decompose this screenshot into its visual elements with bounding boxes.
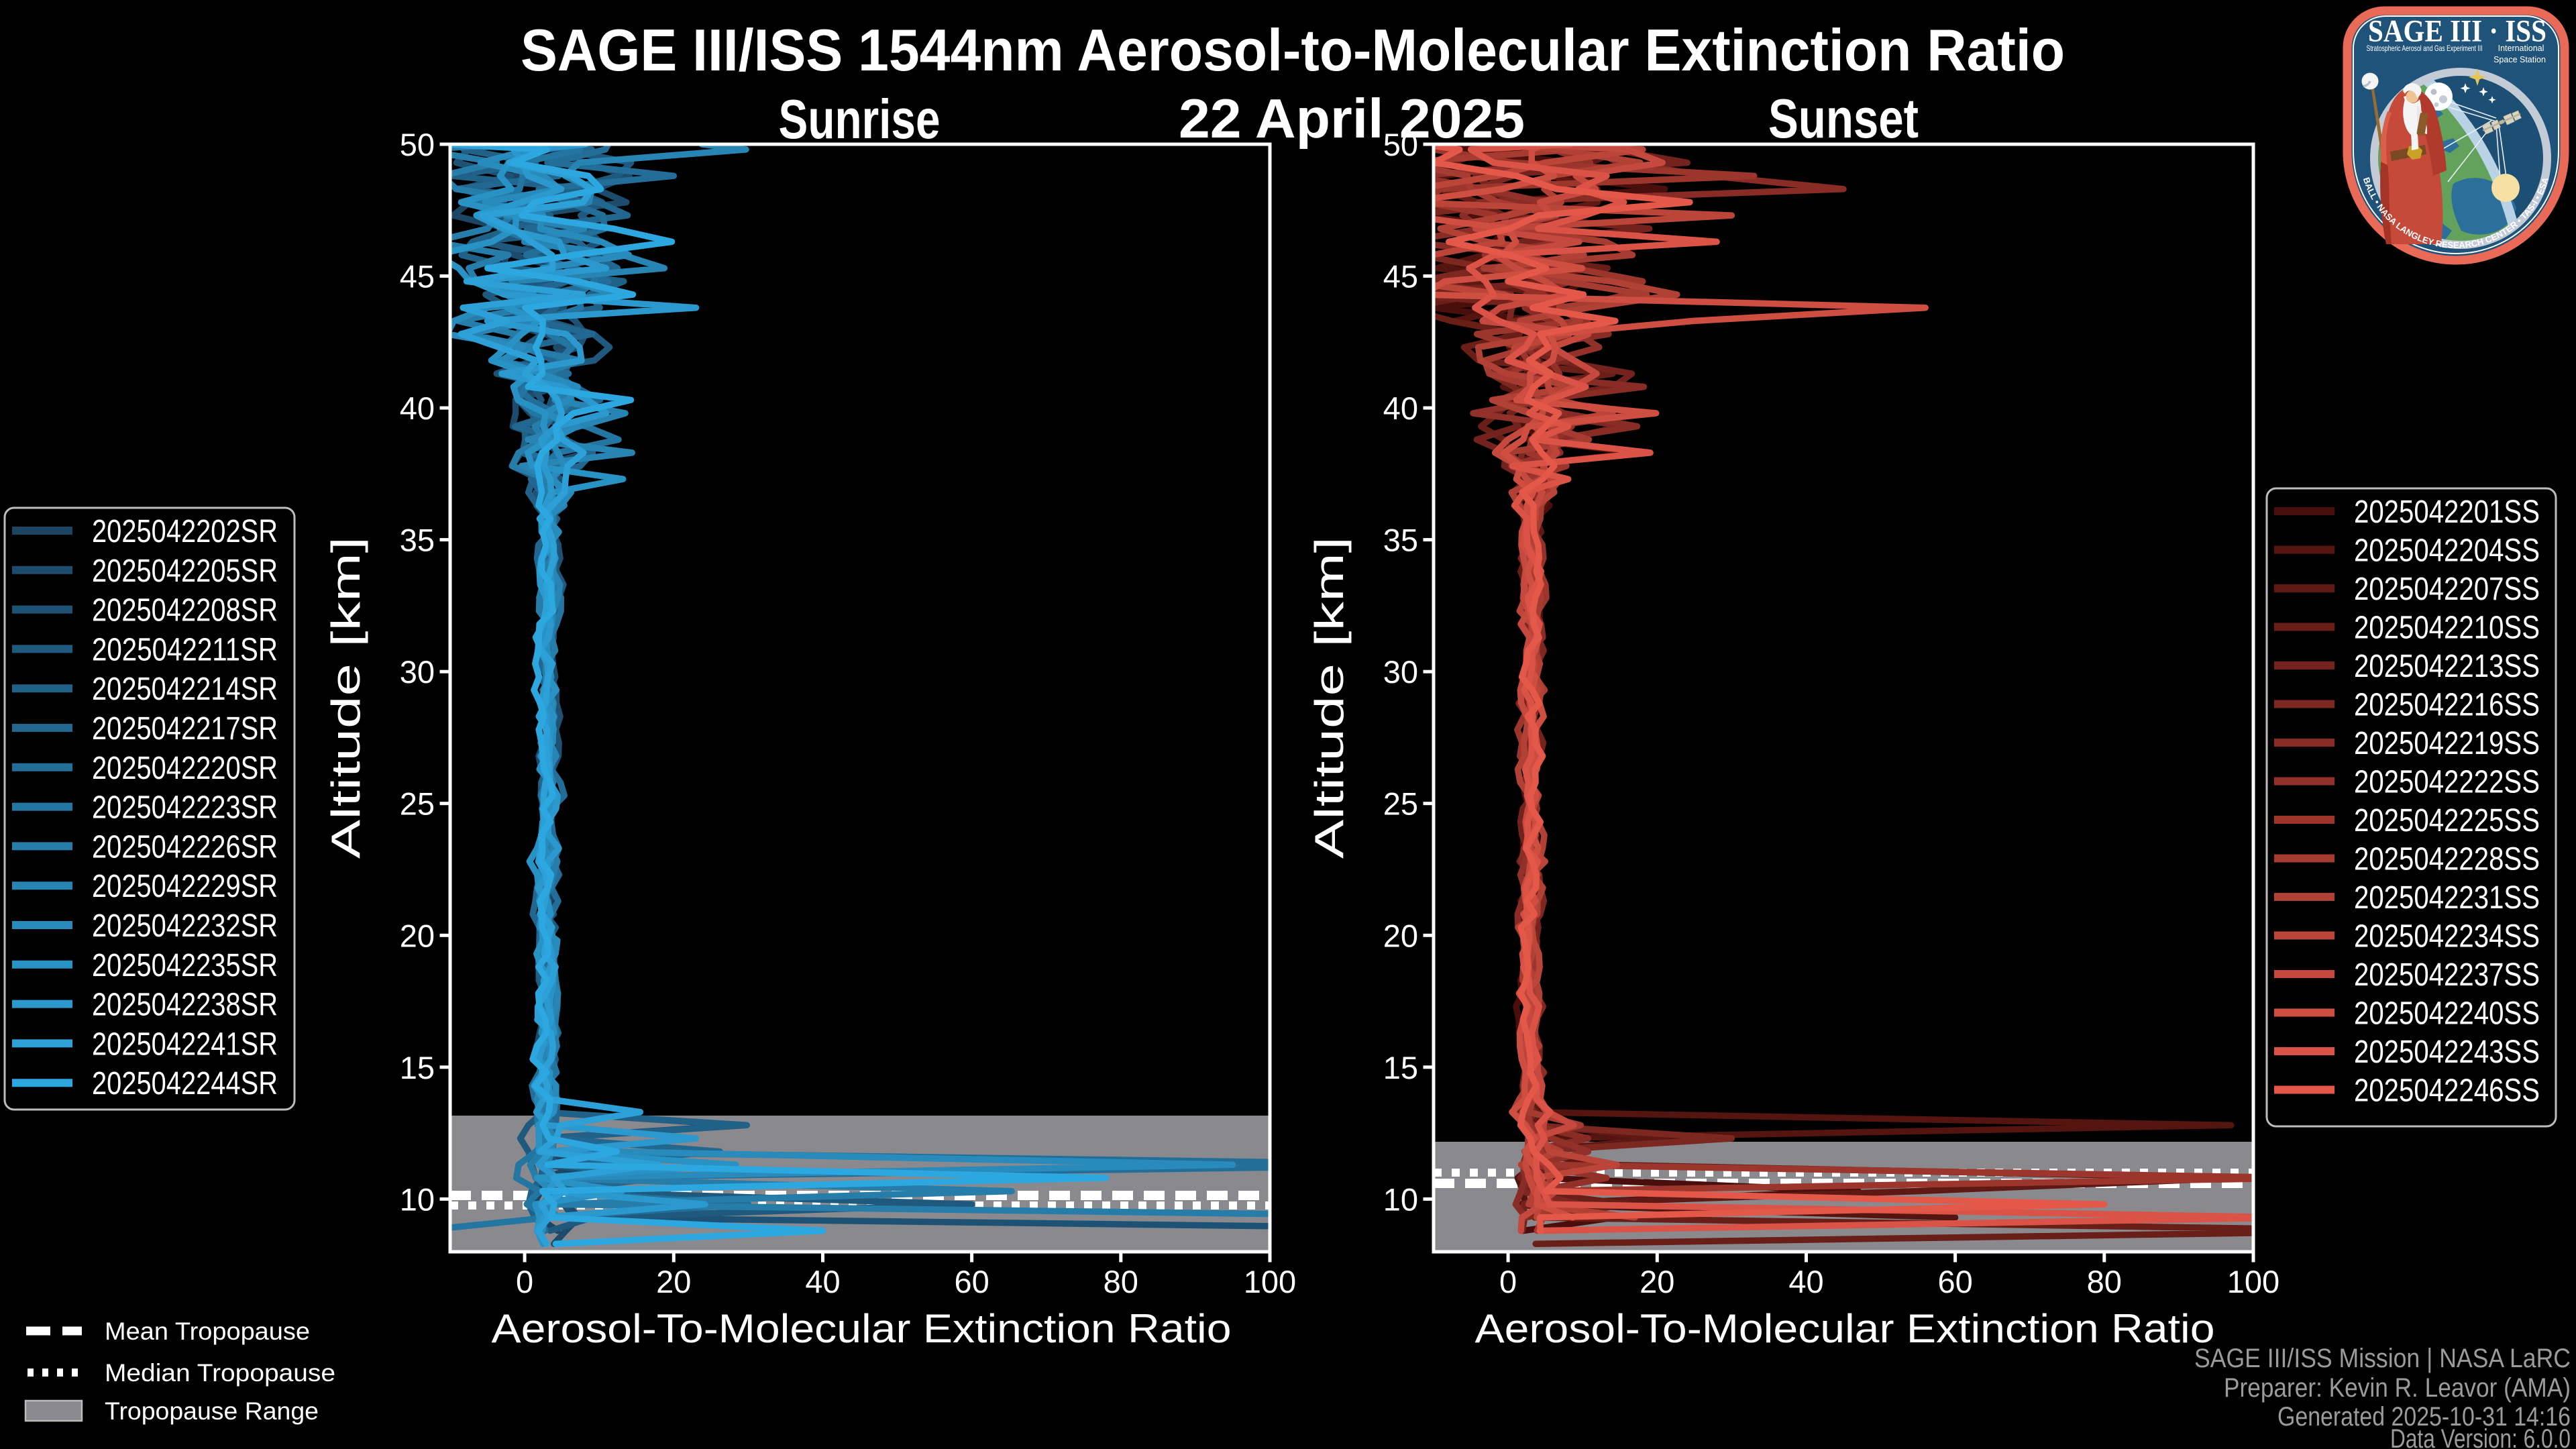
svg-text:2025042244SR: 2025042244SR — [92, 1066, 278, 1102]
svg-text:Preparer: Kevin R. Leavor (AMA: Preparer: Kevin R. Leavor (AMA) — [2224, 1373, 2571, 1403]
svg-text:2025042240SS: 2025042240SS — [2354, 996, 2540, 1032]
svg-text:Mean Tropopause: Mean Tropopause — [105, 1318, 310, 1345]
svg-text:SAGE III/ISS Mission | NASA La: SAGE III/ISS Mission | NASA LaRC — [2194, 1344, 2571, 1373]
svg-text:80: 80 — [2087, 1264, 2122, 1299]
svg-text:2025042223SR: 2025042223SR — [92, 790, 278, 826]
svg-text:2025042208SR: 2025042208SR — [92, 593, 278, 629]
svg-text:Generated 2025-10-31 14:16: Generated 2025-10-31 14:16 — [2277, 1402, 2571, 1432]
svg-text:30: 30 — [400, 654, 435, 690]
svg-text:35: 35 — [1383, 523, 1418, 558]
svg-text:Sunrise: Sunrise — [779, 88, 941, 150]
svg-text:2025042213SS: 2025042213SS — [2354, 649, 2540, 684]
svg-text:2025042210SS: 2025042210SS — [2354, 610, 2540, 646]
svg-text:Stratospheric Aerosol and Gas: Stratospheric Aerosol and Gas Experiment… — [2367, 44, 2483, 53]
svg-text:2025042216SS: 2025042216SS — [2354, 688, 2540, 723]
svg-text:2025042217SR: 2025042217SR — [92, 711, 278, 747]
svg-text:2025042243SS: 2025042243SS — [2354, 1034, 2540, 1070]
svg-text:SAGE III/ISS 1544nm Aerosol-to: SAGE III/ISS 1544nm Aerosol-to-Molecular… — [521, 17, 2065, 83]
svg-text:10: 10 — [400, 1181, 435, 1217]
svg-text:2025042246SS: 2025042246SS — [2354, 1073, 2540, 1109]
svg-text:SAGE III · ISS: SAGE III · ISS — [2368, 14, 2546, 49]
svg-text:30: 30 — [1383, 654, 1418, 690]
svg-text:2025042211SR: 2025042211SR — [92, 632, 278, 667]
svg-text:10: 10 — [1383, 1181, 1418, 1217]
svg-text:50: 50 — [400, 127, 435, 162]
svg-text:2025042222SS: 2025042222SS — [2354, 765, 2540, 800]
svg-text:100: 100 — [1244, 1264, 1296, 1299]
svg-text:Altitude [km]: Altitude [km] — [1307, 537, 1352, 859]
svg-text:2025042219SS: 2025042219SS — [2354, 726, 2540, 761]
svg-text:2025042202SR: 2025042202SR — [92, 514, 278, 549]
svg-text:2025042226SR: 2025042226SR — [92, 829, 278, 865]
svg-text:20: 20 — [656, 1264, 691, 1299]
svg-text:2025042205SR: 2025042205SR — [92, 553, 278, 589]
svg-text:45: 45 — [400, 259, 435, 294]
svg-text:2025042234SS: 2025042234SS — [2354, 919, 2540, 955]
svg-text:40: 40 — [1788, 1264, 1823, 1299]
svg-text:Data Version: 6.0.0: Data Version: 6.0.0 — [2390, 1424, 2571, 1449]
svg-text:Altitude [km]: Altitude [km] — [323, 537, 368, 859]
svg-text:100: 100 — [2227, 1264, 2279, 1299]
svg-text:20: 20 — [400, 918, 435, 953]
svg-text:Space Station: Space Station — [2493, 55, 2546, 64]
svg-text:2025042201SS: 2025042201SS — [2354, 494, 2540, 530]
svg-text:2025042214SR: 2025042214SR — [92, 672, 278, 707]
svg-text:2025042235SR: 2025042235SR — [92, 948, 278, 983]
svg-text:Sunset: Sunset — [1768, 87, 1919, 150]
svg-text:Aerosol-To-Molecular Extinctio: Aerosol-To-Molecular Extinction Ratio — [492, 1306, 1232, 1351]
svg-text:40: 40 — [805, 1264, 840, 1299]
svg-text:80: 80 — [1104, 1264, 1138, 1299]
svg-text:2025042225SS: 2025042225SS — [2354, 803, 2540, 839]
svg-text:2025042204SS: 2025042204SS — [2354, 533, 2540, 569]
svg-text:60: 60 — [954, 1264, 989, 1299]
svg-text:40: 40 — [400, 390, 435, 426]
svg-text:0: 0 — [516, 1264, 533, 1299]
svg-text:2025042220SR: 2025042220SR — [92, 751, 278, 786]
svg-text:2025042232SR: 2025042232SR — [92, 908, 278, 944]
svg-text:15: 15 — [1383, 1050, 1418, 1085]
svg-text:15: 15 — [400, 1050, 435, 1085]
svg-text:22 April 2025: 22 April 2025 — [1179, 87, 1525, 150]
svg-text:20: 20 — [1383, 918, 1418, 953]
svg-text:2025042238SR: 2025042238SR — [92, 987, 278, 1023]
svg-text:45: 45 — [1383, 259, 1418, 294]
svg-text:International: International — [2498, 44, 2544, 53]
svg-text:0: 0 — [1499, 1264, 1517, 1299]
svg-text:25: 25 — [400, 786, 435, 822]
svg-text:25: 25 — [1383, 786, 1418, 822]
svg-text:2025042237SS: 2025042237SS — [2354, 957, 2540, 993]
svg-text:2025042228SS: 2025042228SS — [2354, 842, 2540, 877]
svg-text:Aerosol-To-Molecular Extinctio: Aerosol-To-Molecular Extinction Ratio — [1475, 1306, 2215, 1351]
svg-text:40: 40 — [1383, 390, 1418, 426]
svg-text:Median Tropopause: Median Tropopause — [105, 1359, 335, 1387]
svg-text:50: 50 — [1383, 127, 1418, 162]
svg-text:2025042241SR: 2025042241SR — [92, 1026, 278, 1062]
svg-text:60: 60 — [1937, 1264, 1972, 1299]
svg-text:2025042229SR: 2025042229SR — [92, 869, 278, 904]
svg-text:35: 35 — [400, 523, 435, 558]
svg-text:Tropopause Range: Tropopause Range — [105, 1397, 319, 1425]
svg-text:2025042207SS: 2025042207SS — [2354, 572, 2540, 607]
svg-text:20: 20 — [1640, 1264, 1674, 1299]
svg-text:2025042231SS: 2025042231SS — [2354, 880, 2540, 916]
